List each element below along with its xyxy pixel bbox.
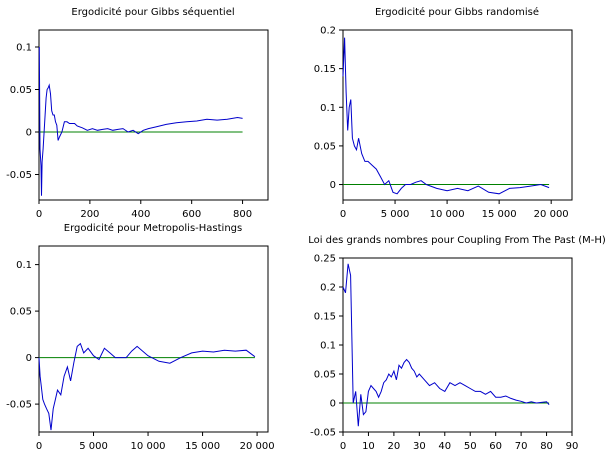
y-tick-label: 0 [26, 128, 32, 139]
series-line [342, 263, 550, 427]
x-tick-label: 0 [36, 441, 42, 452]
y-tick-label: 0.1 [16, 43, 32, 54]
plot-frame [38, 29, 269, 201]
chart-title: Ergodicité pour Gibbs randomisé [375, 6, 539, 18]
x-tick-label: 15 000 [185, 441, 220, 452]
x-tick-label: 600 [182, 209, 201, 220]
x-tick-label: 800 [233, 209, 252, 220]
y-tick-label: 0 [26, 353, 32, 364]
x-tick-label: 10 000 [131, 441, 166, 452]
x-tick-label: 80 [540, 441, 553, 452]
y-tick-label: 0.05 [314, 141, 336, 152]
x-tick-label: 10 000 [430, 209, 465, 220]
y-tick-label: 0.2 [320, 283, 336, 294]
x-tick-label: 90 [566, 441, 579, 452]
chart-title: Ergodicité pour Gibbs séquentiel [71, 6, 234, 18]
x-tick-label: 0 [340, 209, 346, 220]
y-tick-label: 0.15 [314, 64, 336, 75]
y-tick-label: 0.2 [320, 26, 336, 37]
plot-frame [342, 29, 573, 201]
x-tick-label: 400 [131, 209, 150, 220]
y-tick-label: 0.25 [314, 254, 336, 265]
x-tick-label: 200 [80, 209, 99, 220]
x-tick-label: 40 [438, 441, 451, 452]
x-tick-label: 0 [340, 441, 346, 452]
plot-frame [38, 245, 269, 433]
x-tick-label: 60 [489, 441, 502, 452]
y-tick-label: 0.1 [320, 103, 336, 114]
x-tick-label: 20 [388, 441, 401, 452]
y-tick-label: 0.15 [314, 312, 336, 323]
y-tick-label: 0.05 [314, 370, 336, 381]
series-line [342, 37, 550, 195]
x-tick-label: 5 000 [381, 209, 410, 220]
chart-panel-2: Ergodicité pour Gibbs randomisé 0 0.05 0.1 0… [314, 6, 573, 220]
chart-panel-1: Ergodicité pour Gibbs séquentiel -0.05 0 0.… [6, 6, 269, 220]
y-tick-label: 0.1 [320, 341, 336, 352]
y-tick-label: -0.05 [6, 170, 32, 181]
x-tick-label: 30 [413, 441, 426, 452]
chart-title: Loi des grands nombres pour Coupling Fro… [308, 235, 606, 246]
y-tick-label: -0.05 [310, 428, 336, 439]
x-tick-label: 5 000 [79, 441, 108, 452]
y-tick-label: 0 [330, 180, 336, 191]
x-tick-label: 20 000 [534, 209, 569, 220]
chart-title: Ergodicité pour Metropolis-Hastings [64, 222, 242, 234]
y-tick-label: 0 [330, 399, 336, 410]
x-tick-label: 15 000 [482, 209, 517, 220]
x-tick-label: 10 [362, 441, 375, 452]
plot-frame [342, 257, 573, 433]
chart-panel-4: Loi des grands nombres pour Coupling Fro… [308, 235, 606, 452]
x-tick-label: 20 000 [240, 441, 275, 452]
chart-panel-3: Ergodicité pour Metropolis-Hastings -0.05… [6, 222, 274, 452]
y-tick-label: 0.1 [16, 260, 32, 271]
y-tick-label: -0.05 [6, 400, 32, 411]
series-line [38, 46, 243, 196]
y-tick-label: 0.05 [10, 307, 32, 318]
series-line [38, 342, 256, 431]
x-tick-label: 0 [36, 209, 42, 220]
y-tick-label: 0.05 [10, 85, 32, 96]
x-tick-label: 50 [464, 441, 477, 452]
x-tick-label: 70 [515, 441, 528, 452]
